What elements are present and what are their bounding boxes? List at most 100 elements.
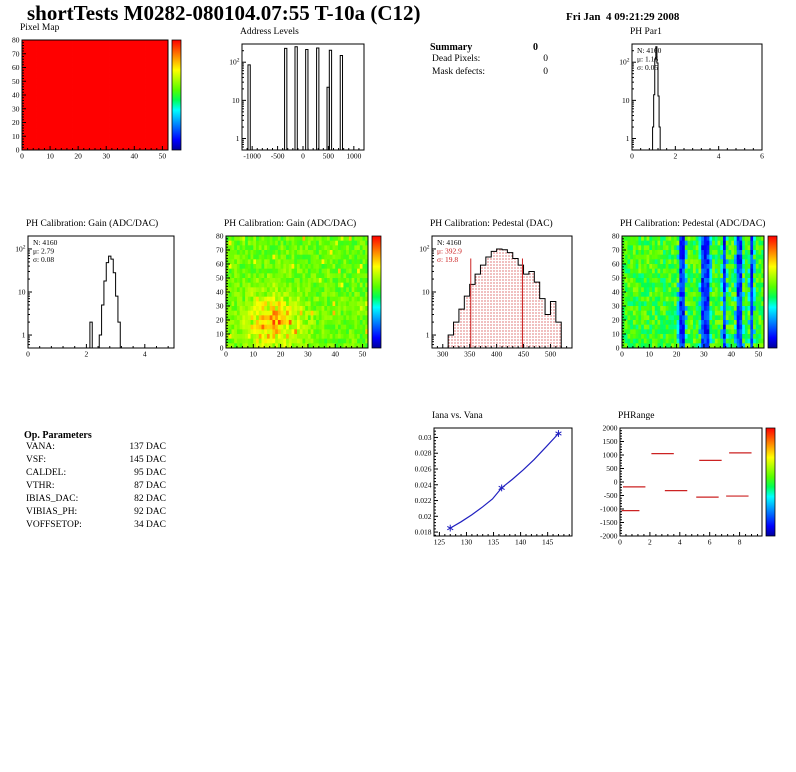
svg-text:70: 70	[12, 49, 20, 58]
svg-text:6: 6	[708, 538, 712, 547]
svg-text:50: 50	[159, 152, 167, 161]
svg-text:-1000: -1000	[600, 505, 618, 514]
chart-pixel-map: Pixel Map 0 10 20 30 40 50 0 10 20 30 40 50 60 70 80	[6, 22, 196, 164]
svg-text:130: 130	[461, 538, 473, 547]
svg-text:80: 80	[216, 232, 224, 241]
svg-text:10: 10	[612, 330, 620, 339]
op-param-label: VOFFSETOP:	[26, 520, 82, 530]
svg-text:0: 0	[620, 350, 624, 359]
svg-text:1000: 1000	[603, 451, 618, 460]
page-title: shortTests M0282-080104.07:55 T-10a (C12…	[27, 1, 421, 25]
svg-text:30: 30	[700, 350, 708, 359]
svg-text:30: 30	[102, 152, 110, 161]
op-param-row-vthr: VTHR: 87 DAC	[24, 480, 166, 493]
svg-text:40: 40	[216, 288, 224, 297]
summary-row-label: Mask defects:	[432, 67, 486, 77]
svg-text:-1000: -1000	[243, 152, 261, 161]
svg-text:50: 50	[359, 350, 367, 359]
svg-text:500: 500	[606, 464, 618, 473]
svg-text:0: 0	[20, 152, 24, 161]
svg-text:20: 20	[74, 152, 82, 161]
svg-text:40: 40	[331, 350, 339, 359]
svg-text:10: 10	[422, 288, 430, 297]
svg-text:-500: -500	[604, 491, 618, 500]
svg-text:102: 102	[419, 244, 430, 253]
svg-text:50: 50	[755, 350, 763, 359]
op-param-value: 137 DAC	[129, 442, 166, 452]
svg-text:400: 400	[491, 350, 503, 359]
svg-text:70: 70	[216, 246, 224, 255]
svg-text:1: 1	[22, 331, 26, 340]
op-param-label: IBIAS_DAC:	[26, 494, 79, 504]
svg-text:0.028: 0.028	[415, 449, 432, 458]
svg-text:μ: 392.9: μ: 392.9	[437, 247, 462, 256]
svg-text:500: 500	[323, 152, 335, 161]
svg-text:σ: 0.08: σ: 0.08	[33, 255, 54, 264]
chart-title: PHRange	[618, 411, 655, 421]
iana-vs-vana-plot: 125 130 135 140 145 0.018 0.02 0.022 0.024 0.026 0…	[415, 427, 573, 547]
svg-text:0.02: 0.02	[418, 512, 431, 521]
svg-text:500: 500	[545, 350, 557, 359]
svg-text:-1500: -1500	[600, 518, 618, 527]
svg-text:1: 1	[236, 134, 240, 143]
op-param-label: VANA:	[26, 442, 55, 452]
svg-text:30: 30	[216, 302, 224, 311]
svg-text:0: 0	[618, 538, 622, 547]
summary-row-value: 0	[543, 54, 548, 64]
svg-text:70: 70	[612, 246, 620, 255]
op-param-value: 87 DAC	[134, 481, 166, 491]
address-levels-plot: -1000 -500 0 500 1000 1 10 102	[229, 43, 365, 161]
svg-text:0: 0	[16, 146, 20, 155]
svg-text:6: 6	[760, 152, 764, 161]
svg-text:40: 40	[131, 152, 139, 161]
svg-text:0.026: 0.026	[415, 464, 432, 473]
svg-text:4: 4	[717, 152, 721, 161]
gain-map-plot: 0 10 20 30 40 50 0 10 20 30 40 50 60 70 80	[216, 232, 382, 359]
svg-text:20: 20	[216, 316, 224, 325]
chart-title: PH Calibration: Pedestal (DAC)	[430, 219, 553, 229]
svg-text:N: 4160: N: 4160	[437, 238, 462, 247]
svg-text:-500: -500	[271, 152, 285, 161]
svg-text:2: 2	[673, 152, 677, 161]
svg-text:30: 30	[304, 350, 312, 359]
timestamp: Fri Jan 4 09:21:29 2008	[566, 11, 680, 23]
summary-title: Summary	[430, 42, 473, 53]
op-param-row-vsf: VSF: 145 DAC	[24, 454, 166, 467]
chart-ph-range: PHRange 0 2 4 6 8 2000 1500 1000 500 0 -500 -1000 -1…	[592, 410, 790, 550]
svg-text:10: 10	[646, 350, 654, 359]
svg-text:4: 4	[143, 350, 147, 359]
svg-text:σ: 19.8: σ: 19.8	[437, 255, 458, 264]
op-param-row-voffsetop: VOFFSETOP: 34 DAC	[24, 519, 166, 532]
op-param-value: 34 DAC	[134, 520, 166, 530]
svg-text:2: 2	[648, 538, 652, 547]
svg-text:8: 8	[738, 538, 742, 547]
op-parameters-block: Op. Parameters VANA: 137 DAC VSF: 145 DA…	[24, 430, 166, 532]
svg-text:80: 80	[612, 232, 620, 241]
op-param-row-vibias-ph: VIBIAS_PH: 92 DAC	[24, 506, 166, 519]
op-param-label: VIBIAS_PH:	[26, 507, 78, 517]
svg-text:80: 80	[12, 36, 20, 45]
svg-text:50: 50	[12, 77, 20, 86]
svg-text:0.022: 0.022	[415, 496, 432, 505]
svg-text:0: 0	[301, 152, 305, 161]
op-param-row-caldel: CALDEL: 95 DAC	[24, 467, 166, 480]
op-param-value: 92 DAC	[134, 507, 166, 517]
svg-text:40: 40	[612, 288, 620, 297]
svg-text:10: 10	[18, 288, 26, 297]
summary-row-mask-defects: Mask defects: 0	[430, 66, 548, 79]
svg-text:30: 30	[612, 302, 620, 311]
svg-text:10: 10	[12, 132, 20, 141]
chart-ph-par1: PH Par1 0 2 4 6 1 10 102 N: 4160 μ: 1.16 σ: 0.05	[612, 26, 770, 164]
chart-title: Pixel Map	[20, 23, 60, 33]
svg-text:N: 4160: N: 4160	[637, 46, 662, 55]
svg-text:10: 10	[250, 350, 258, 359]
svg-text:10: 10	[216, 330, 224, 339]
chart-gain-map: PH Calibration: Gain (ADC/DAC) 0 10 20 30 40…	[210, 218, 396, 362]
svg-text:300: 300	[437, 350, 449, 359]
svg-text:102: 102	[619, 58, 630, 67]
svg-text:0: 0	[224, 350, 228, 359]
svg-text:10: 10	[622, 96, 630, 105]
svg-text:2: 2	[85, 350, 89, 359]
